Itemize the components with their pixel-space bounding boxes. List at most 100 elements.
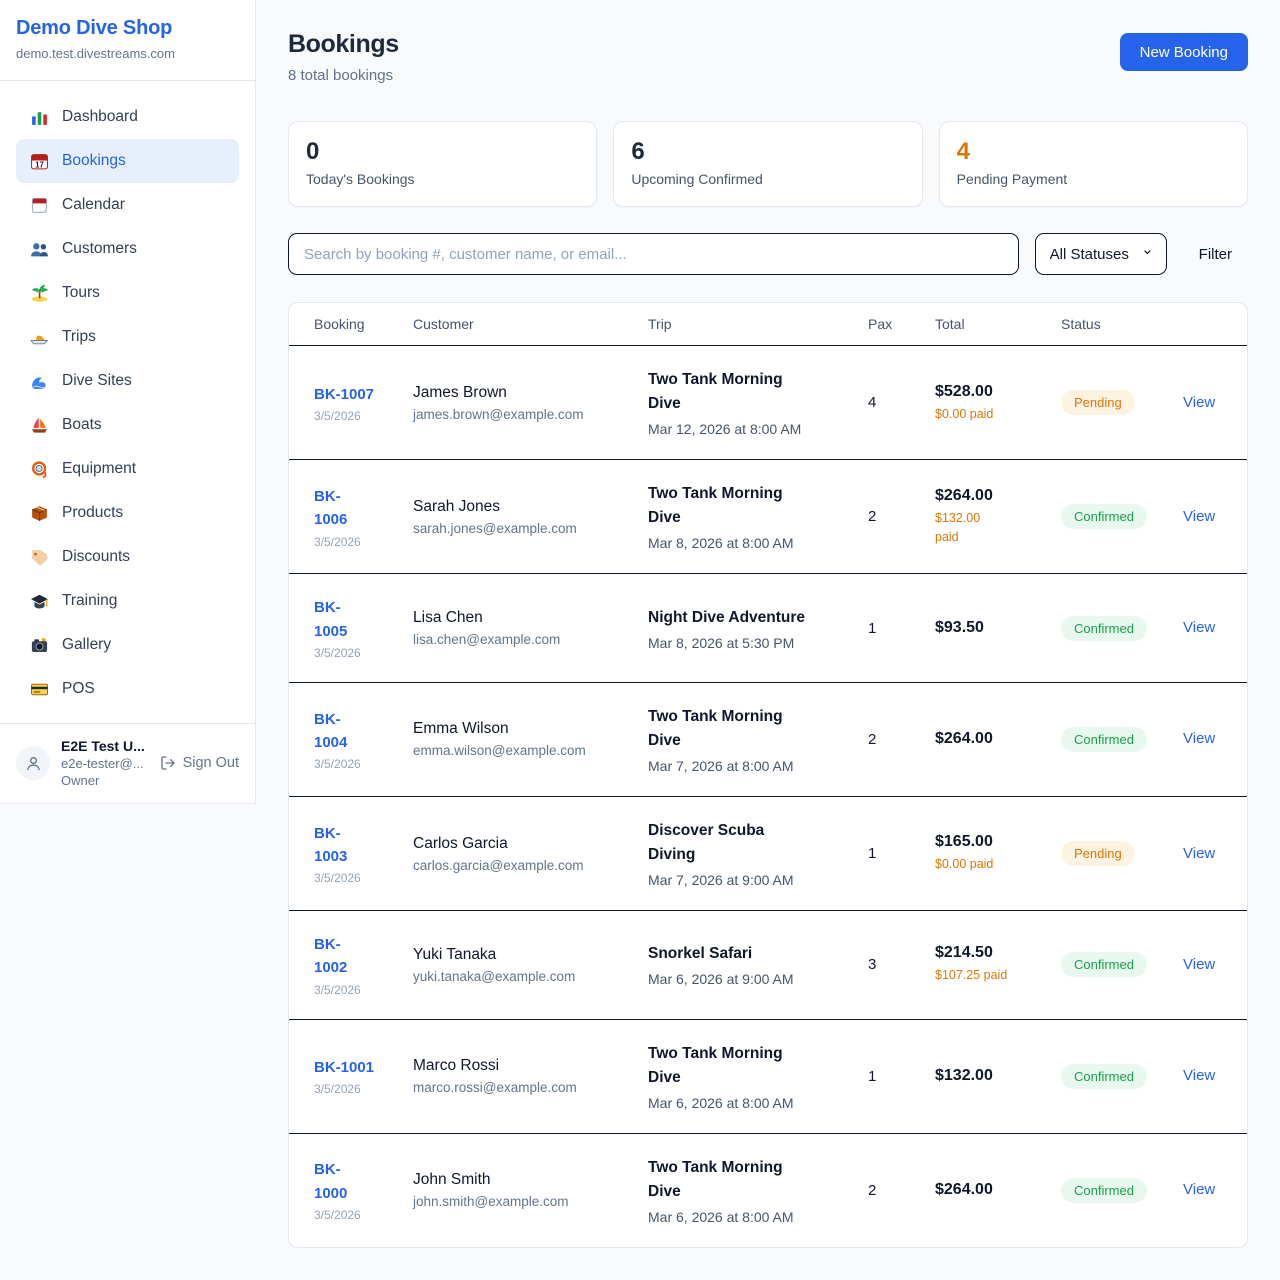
camera-icon — [30, 636, 49, 655]
column-header-actions — [1171, 303, 1247, 347]
table-row: BK- 1000 3/5/2026 John Smith john.smith@exa… — [289, 1133, 1247, 1247]
booking-id-link[interactable]: BK-1007 — [314, 385, 375, 403]
customer-email: sarah.jones@example.com — [413, 520, 577, 536]
customer-name: Emma Wilson — [413, 720, 509, 738]
actions-cell: View — [1171, 910, 1247, 1020]
pax-count: 1 — [868, 619, 877, 637]
booking-id-link[interactable]: BK-1001 — [314, 1058, 375, 1076]
sidebar-item-label: POS — [62, 680, 95, 697]
pax-count: 1 — [868, 1067, 877, 1085]
column-header-pax: Pax — [856, 303, 923, 347]
table-row: BK- 1003 3/5/2026 Carlos Garcia carlos.garc… — [289, 796, 1247, 912]
total-amount: $264.00 — [935, 730, 993, 748]
sidebar-item-dashboard[interactable]: Dashboard — [16, 95, 239, 139]
table-row: BK- 1005 3/5/2026 Lisa Chen lisa.chen@examp… — [289, 573, 1247, 683]
trip-datetime: Mar 8, 2026 at 8:00 AM — [648, 535, 794, 552]
table-row: BK- 1002 3/5/2026 Yuki Tanaka yuki.tanaka@e… — [289, 910, 1247, 1020]
booking-date: 3/5/2026 — [314, 757, 361, 772]
view-link[interactable]: View — [1183, 730, 1216, 748]
total-cell: $214.50 $107.25 paid — [923, 910, 1049, 1020]
pax-count: 3 — [868, 956, 877, 974]
pax-cell: 2 — [856, 459, 923, 575]
view-link[interactable]: View — [1183, 393, 1216, 411]
total-cell: $93.50 — [923, 573, 1049, 683]
view-link[interactable]: View — [1183, 507, 1216, 525]
pax-cell: 3 — [856, 910, 923, 1020]
bookings-table: Booking Customer Trip Pax Total Status BK-100… — [289, 303, 1247, 1246]
sidebar-item-pos[interactable]: POS — [16, 667, 239, 711]
total-cell: $165.00 $0.00 paid — [923, 796, 1049, 912]
status-select[interactable]: All Statuses — [1034, 233, 1167, 276]
sidebar-item-dive-sites[interactable]: Dive Sites — [16, 359, 239, 403]
pax-cell: 1 — [856, 573, 923, 683]
column-header-trip: Trip — [636, 303, 856, 347]
booking-date: 3/5/2026 — [314, 645, 361, 660]
booking-id-link[interactable]: BK- 1002 — [314, 936, 348, 977]
table-body: BK-1007 3/5/2026 James Brown james.brown@ex… — [289, 345, 1247, 1247]
customer-cell: James Brown james.brown@example.com — [401, 345, 636, 461]
sidebar-item-trips[interactable]: Trips — [16, 315, 239, 359]
customer-email: james.brown@example.com — [413, 406, 584, 422]
booking-id-link[interactable]: BK- 1006 — [314, 488, 348, 529]
actions-cell: View — [1171, 1133, 1247, 1247]
stats-row: 0 Today's Bookings 6 Upcoming Confirmed 4 Pen… — [288, 121, 1248, 208]
booking-id-link[interactable]: BK- 1000 — [314, 1161, 348, 1202]
pax-cell: 4 — [856, 345, 923, 461]
stat-value: 4 — [956, 138, 971, 165]
status-cell: Confirmed — [1049, 682, 1171, 797]
booking-id-link[interactable]: BK- 1003 — [314, 824, 348, 865]
customer-cell: John Smith john.smith@example.com — [401, 1133, 636, 1247]
table-head: Booking Customer Trip Pax Total Status — [289, 303, 1247, 347]
stat-card-today-s-bookings: 0 Today's Bookings — [288, 121, 598, 208]
graduation-cap-icon — [30, 592, 49, 611]
user-section: E2E Test U... e2e-tester@... Owner Sign … — [0, 723, 255, 803]
view-link[interactable]: View — [1183, 1181, 1216, 1199]
pax-count: 4 — [868, 394, 877, 412]
view-link[interactable]: View — [1183, 1067, 1216, 1085]
brand: Demo Dive Shop demo.test.divestreams.com — [0, 0, 255, 81]
paid-amount: $132.00 paid — [935, 511, 981, 544]
booking-id-link[interactable]: BK- 1005 — [314, 599, 348, 640]
sidebar-item-training[interactable]: Training — [16, 579, 239, 623]
trip-name: Two Tank Morning Dive — [648, 707, 783, 749]
bar-chart-icon — [30, 108, 49, 127]
pax-count: 2 — [868, 1181, 877, 1199]
sidebar-item-customers[interactable]: Customers — [16, 227, 239, 271]
avatar — [16, 746, 50, 780]
sidebar-item-products[interactable]: Products — [16, 491, 239, 535]
sidebar-item-discounts[interactable]: Discounts — [16, 535, 239, 579]
status-badge: Confirmed — [1061, 726, 1147, 752]
search-input[interactable] — [288, 233, 1019, 276]
sidebar-item-boats[interactable]: Boats — [16, 403, 239, 447]
column-header-status: Status — [1049, 303, 1171, 347]
booking-id-link[interactable]: BK- 1004 — [314, 710, 348, 751]
customer-email: carlos.garcia@example.com — [413, 857, 584, 873]
status-cell: Confirmed — [1049, 573, 1171, 683]
sidebar-item-tours[interactable]: Tours — [16, 271, 239, 315]
booking-date: 3/5/2026 — [314, 1207, 361, 1222]
view-link[interactable]: View — [1183, 844, 1216, 862]
sidebar-item-bookings[interactable]: 17 Bookings — [16, 139, 239, 183]
new-booking-button[interactable]: New Booking — [1119, 33, 1248, 71]
sidebar-item-equipment[interactable]: Equipment — [16, 447, 239, 491]
paid-amount: $107.25 paid — [935, 968, 1008, 983]
view-link[interactable]: View — [1183, 955, 1216, 973]
sign-out-button[interactable]: Sign Out — [160, 755, 239, 771]
package-icon — [30, 504, 49, 523]
stat-label: Today's Bookings — [306, 171, 415, 188]
diving-mask-icon — [30, 460, 49, 479]
page-header: Bookings 8 total bookings New Booking — [288, 30, 1248, 84]
trip-name: Night Dive Adventure — [648, 608, 806, 626]
view-link[interactable]: View — [1183, 619, 1216, 637]
trip-datetime: Mar 8, 2026 at 5:30 PM — [648, 634, 795, 651]
booking-cell: BK-1007 3/5/2026 — [289, 345, 401, 461]
trip-datetime: Mar 12, 2026 at 8:00 AM — [648, 421, 802, 438]
status-badge: Confirmed — [1061, 615, 1147, 641]
column-header-customer: Customer — [401, 303, 636, 347]
filter-button[interactable]: Filter — [1183, 238, 1248, 271]
booking-date: 3/5/2026 — [314, 534, 361, 549]
sidebar-item-gallery[interactable]: Gallery — [16, 623, 239, 667]
total-cell: $264.00 $132.00 paid — [923, 459, 1049, 575]
sidebar-item-calendar[interactable]: Calendar — [16, 183, 239, 227]
page-subtitle: 8 total bookings — [288, 67, 394, 84]
